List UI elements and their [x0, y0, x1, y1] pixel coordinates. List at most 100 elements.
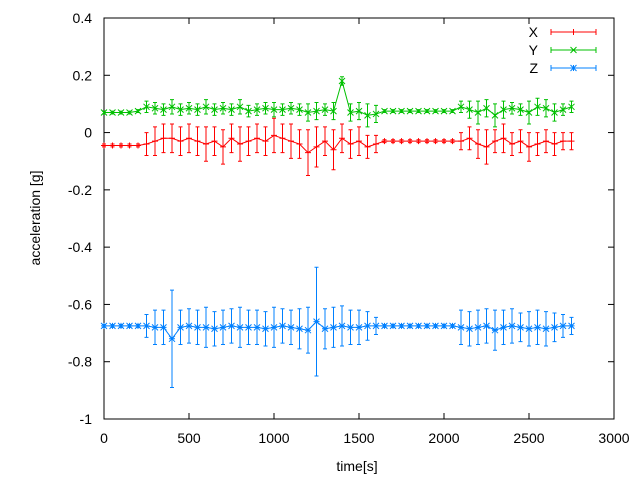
data-point	[500, 323, 507, 331]
data-point	[432, 138, 439, 145]
data-point	[270, 323, 278, 331]
data-point	[364, 143, 371, 150]
data-point	[389, 322, 397, 330]
data-point	[271, 132, 277, 139]
data-point	[543, 138, 549, 145]
data-point	[117, 322, 125, 330]
data-point	[542, 104, 550, 112]
data-point	[466, 135, 473, 142]
data-point	[381, 138, 388, 145]
data-point	[313, 107, 320, 115]
series-z	[100, 266, 575, 388]
data-point	[228, 106, 235, 114]
x-tick-label: 1500	[343, 430, 374, 446]
data-point	[288, 138, 294, 145]
data-point	[254, 135, 260, 142]
data-point	[270, 106, 278, 114]
data-point	[483, 143, 490, 150]
data-point	[245, 107, 252, 115]
data-point	[338, 77, 346, 85]
data-point	[423, 107, 431, 115]
data-point	[185, 322, 193, 330]
data-point	[304, 109, 312, 116]
data-point	[517, 138, 524, 145]
data-point	[373, 141, 379, 148]
data-point	[509, 141, 515, 148]
data-point	[406, 107, 414, 115]
data-point	[296, 141, 303, 148]
data-point	[160, 106, 167, 114]
data-point	[466, 106, 473, 114]
data-point	[287, 104, 295, 112]
data-point	[219, 104, 227, 112]
data-point	[126, 109, 133, 116]
data-point	[560, 138, 566, 145]
legend-marker	[570, 46, 577, 54]
data-point	[245, 138, 252, 145]
data-point	[126, 322, 133, 330]
data-point	[534, 141, 541, 148]
data-point	[491, 112, 499, 119]
y-tick-label: -0.2	[68, 182, 92, 198]
data-point	[305, 149, 311, 156]
data-point	[177, 106, 184, 114]
data-point	[568, 103, 575, 111]
data-point	[143, 103, 150, 111]
data-point	[194, 323, 201, 331]
data-point	[457, 323, 465, 331]
data-point	[508, 322, 516, 330]
x-tick-label: 500	[177, 430, 201, 446]
data-point	[559, 106, 567, 114]
data-point	[160, 323, 167, 331]
data-point	[143, 141, 150, 148]
legend-label: Y	[529, 42, 539, 58]
data-point	[551, 109, 558, 116]
data-point	[262, 325, 269, 333]
series-x	[101, 117, 575, 177]
data-point	[432, 107, 439, 115]
data-point	[440, 107, 448, 115]
data-point	[424, 138, 430, 145]
data-point	[534, 103, 541, 111]
y-tick-label: -1	[80, 411, 93, 427]
data-point	[347, 141, 354, 148]
y-tick-label: 0.2	[73, 67, 93, 83]
data-point	[168, 103, 176, 111]
data-point	[381, 107, 388, 115]
data-point	[245, 323, 252, 331]
x-tick-label: 3000	[598, 430, 629, 446]
data-point	[568, 138, 575, 145]
data-point	[262, 104, 269, 112]
data-point	[194, 138, 201, 145]
data-point	[253, 323, 261, 331]
data-point	[220, 143, 226, 150]
data-point	[118, 142, 124, 149]
data-point	[322, 138, 328, 145]
data-point	[151, 323, 159, 331]
data-point	[279, 106, 286, 114]
data-point	[534, 323, 541, 331]
data-point	[236, 103, 244, 111]
data-point	[279, 135, 286, 142]
data-point	[109, 322, 116, 330]
data-point	[526, 143, 532, 150]
data-point	[117, 109, 125, 116]
data-point	[262, 138, 269, 145]
data-point	[415, 138, 422, 145]
data-point	[449, 107, 456, 115]
x-tick-label: 0	[100, 430, 108, 446]
series-line	[104, 79, 572, 117]
data-point	[185, 104, 193, 112]
plot-border	[103, 17, 615, 420]
data-point	[202, 103, 210, 111]
data-point	[525, 325, 533, 333]
y-tick-label: 0.4	[73, 10, 93, 26]
data-point	[304, 326, 312, 334]
data-point	[177, 323, 184, 331]
data-point	[169, 135, 175, 142]
data-point	[253, 106, 261, 114]
data-point	[168, 335, 176, 343]
data-point	[330, 146, 337, 153]
data-point	[347, 109, 354, 116]
data-point	[390, 138, 396, 145]
